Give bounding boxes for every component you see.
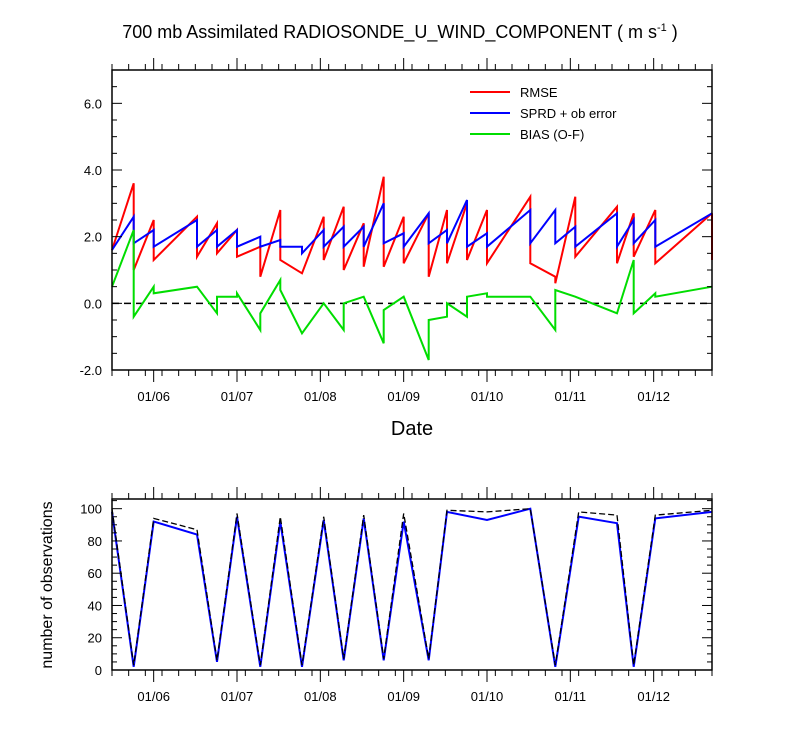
x-tick-label: 01/07: [221, 689, 254, 704]
plot-frame-1: [111, 498, 713, 671]
y-tick-label: 80: [88, 534, 102, 549]
y-tick-label: 6.0: [84, 96, 102, 111]
chart-title: 700 mb Assimilated RADIOSONDE_U_WIND_COM…: [0, 22, 800, 43]
y-tick-label: 20: [88, 631, 102, 646]
series-line-assimilated: [111, 507, 713, 667]
plot-panel-0: -2.0 0.0 2.0 4.0 6.0 01/06 01/07 01/08 01/09 01/1…: [80, 58, 713, 404]
series-line-bias-o-f: [111, 229, 713, 361]
x-tick-label: 01/10: [471, 689, 504, 704]
y-tick-label: 60: [88, 566, 102, 581]
x-tick-label: 01/10: [471, 389, 504, 404]
x-tick-label: 01/09: [387, 389, 420, 404]
series-line-possible: [111, 508, 713, 666]
legend-label-rmse: RMSE: [520, 85, 558, 100]
x-tick-label: 01/08: [304, 689, 337, 704]
chart-title-text: 700 mb Assimilated RADIOSONDE_U_WIND_COM…: [122, 22, 657, 42]
chart-title-exponent: -1: [657, 22, 667, 34]
x-tick-label: 01/06: [137, 689, 170, 704]
x-axis-label: Date: [390, 418, 434, 440]
plot-frame-0: [111, 69, 713, 371]
x-tick-label: 01/11: [555, 689, 587, 704]
chart-title-suffix: ): [666, 22, 678, 42]
x-tick-label: 01/07: [221, 389, 254, 404]
plot-panel-1: 0 20 40 60 80 100 01/06 01/07 01/08 01/09 01/10 01/…: [80, 487, 713, 704]
y-tick-label: 40: [88, 598, 102, 613]
legend-label-bias-o-f: BIAS (O-F): [520, 127, 584, 142]
y-tick-label: 4.0: [84, 163, 102, 178]
series-line-rmse: [111, 176, 713, 284]
x-tick-label: 01/11: [555, 389, 587, 404]
x-tick-label: 01/12: [637, 389, 670, 404]
series-line-sprd-ob-error: [111, 199, 713, 256]
x-tick-label: 01/12: [637, 689, 670, 704]
y-tick-label: 100: [80, 502, 102, 517]
y-tick-label: 0: [95, 663, 102, 678]
x-tick-label: 01/06: [137, 389, 170, 404]
x-tick-label: 01/08: [304, 389, 337, 404]
legend-label-sprd-ob-error: SPRD + ob error: [520, 106, 617, 121]
y-tick-label: -2.0: [80, 363, 102, 378]
y-tick-label: 2.0: [84, 230, 102, 245]
legend: RMSE SPRD + ob error BIAS (O-F): [470, 85, 617, 142]
y-tick-label: 0.0: [84, 296, 102, 311]
obs-y-axis-label: number of observations: [39, 501, 56, 669]
x-tick-label: 01/09: [387, 689, 420, 704]
